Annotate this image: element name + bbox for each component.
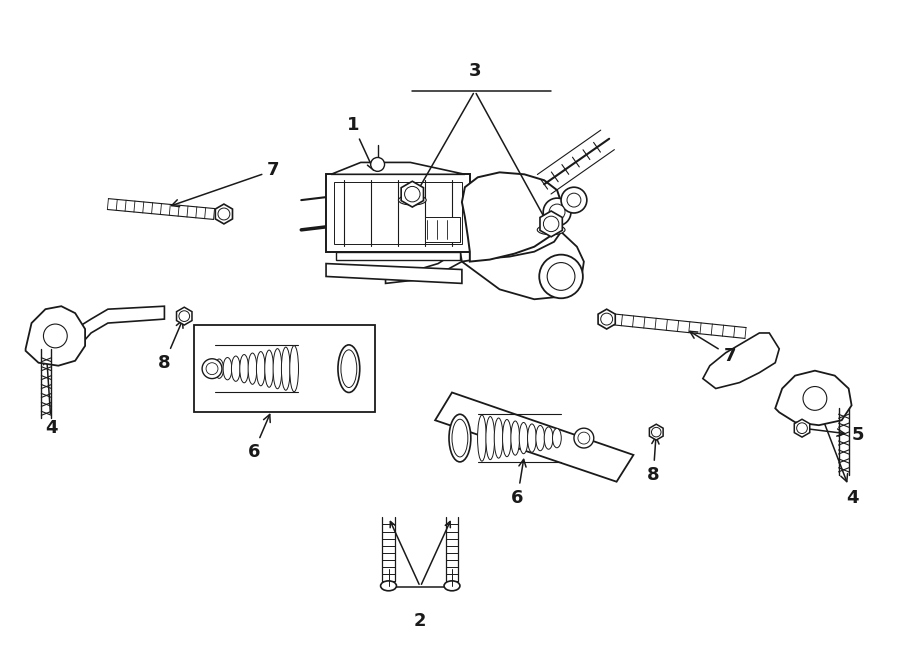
Ellipse shape — [341, 350, 356, 387]
Polygon shape — [703, 333, 779, 389]
Ellipse shape — [223, 358, 232, 380]
Text: 8: 8 — [158, 320, 183, 371]
Ellipse shape — [527, 424, 536, 452]
Circle shape — [405, 186, 420, 202]
Ellipse shape — [381, 581, 397, 591]
Ellipse shape — [444, 581, 460, 591]
Bar — [194, 325, 374, 412]
Ellipse shape — [290, 346, 299, 392]
Circle shape — [578, 432, 590, 444]
Text: 2: 2 — [414, 611, 427, 629]
Ellipse shape — [282, 347, 290, 390]
Polygon shape — [775, 371, 851, 425]
Ellipse shape — [449, 414, 471, 462]
Polygon shape — [462, 173, 561, 262]
Polygon shape — [462, 232, 584, 299]
Ellipse shape — [256, 352, 266, 386]
Ellipse shape — [248, 353, 256, 384]
Ellipse shape — [502, 420, 511, 457]
Circle shape — [206, 363, 218, 375]
Text: 3: 3 — [469, 62, 481, 80]
Circle shape — [179, 311, 190, 321]
Polygon shape — [326, 264, 462, 284]
Ellipse shape — [544, 427, 553, 449]
Polygon shape — [385, 250, 462, 284]
Polygon shape — [25, 306, 86, 366]
Circle shape — [202, 359, 222, 379]
Circle shape — [547, 262, 575, 290]
Ellipse shape — [452, 419, 468, 457]
Circle shape — [371, 157, 384, 171]
Ellipse shape — [519, 422, 528, 453]
Ellipse shape — [511, 421, 519, 455]
Polygon shape — [326, 175, 470, 252]
Circle shape — [796, 423, 807, 434]
Ellipse shape — [399, 195, 427, 205]
Ellipse shape — [536, 426, 544, 451]
Text: 4: 4 — [43, 358, 58, 437]
Ellipse shape — [231, 356, 240, 381]
Circle shape — [539, 254, 583, 298]
Text: 7: 7 — [689, 331, 736, 365]
Text: 4: 4 — [816, 401, 860, 506]
Polygon shape — [336, 252, 460, 260]
Circle shape — [574, 428, 594, 448]
Ellipse shape — [494, 418, 503, 458]
Polygon shape — [76, 306, 165, 351]
Ellipse shape — [553, 428, 562, 447]
Polygon shape — [435, 393, 634, 482]
Polygon shape — [331, 163, 465, 175]
Circle shape — [561, 187, 587, 213]
Text: 1: 1 — [346, 116, 374, 171]
Text: 6: 6 — [248, 414, 270, 461]
Circle shape — [803, 387, 827, 410]
Text: 5: 5 — [805, 426, 864, 444]
Ellipse shape — [486, 416, 495, 459]
Circle shape — [43, 324, 68, 348]
Ellipse shape — [537, 225, 565, 235]
Circle shape — [567, 193, 580, 207]
Bar — [425, 217, 460, 242]
Ellipse shape — [273, 348, 282, 389]
Circle shape — [544, 216, 559, 231]
Text: 6: 6 — [511, 459, 526, 506]
Ellipse shape — [478, 415, 486, 461]
Circle shape — [544, 198, 571, 226]
Circle shape — [549, 204, 565, 220]
Text: 7: 7 — [172, 161, 280, 207]
Ellipse shape — [338, 345, 360, 393]
Ellipse shape — [239, 354, 248, 383]
Ellipse shape — [215, 359, 223, 378]
Circle shape — [652, 428, 661, 437]
Ellipse shape — [265, 350, 274, 387]
Bar — [334, 182, 462, 244]
Circle shape — [600, 313, 613, 325]
Circle shape — [218, 208, 230, 220]
Text: 8: 8 — [647, 437, 660, 484]
